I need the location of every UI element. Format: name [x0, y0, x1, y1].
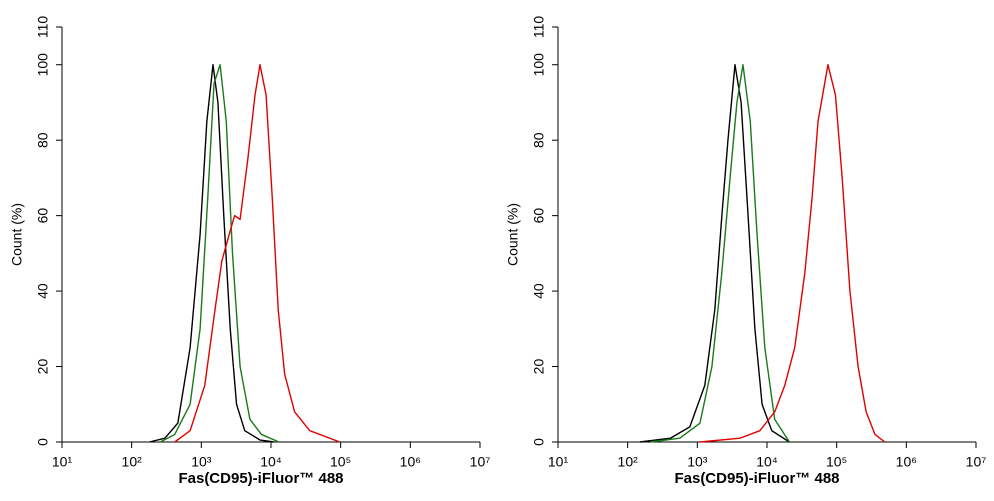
x-axis-label: Fas(CD95)-iFluor™ 488 — [178, 470, 343, 487]
y-tick-label: 0 — [531, 438, 547, 446]
x-tick-label: 10⁷ — [470, 454, 491, 470]
x-tick-label: 10⁴ — [260, 454, 282, 470]
x-tick-label: 10⁶ — [896, 454, 917, 470]
x-axis-label: Fas(CD95)-iFluor™ 488 — [674, 470, 839, 487]
histogram-line — [149, 64, 274, 443]
y-tick-label: 60 — [531, 208, 547, 224]
histogram-line — [650, 64, 791, 443]
histogram-line — [639, 64, 790, 443]
x-tick-label: 10³ — [191, 454, 212, 470]
y-tick-label: 60 — [35, 208, 51, 224]
x-tick-label: 10³ — [687, 454, 708, 470]
y-tick-label: 0 — [35, 438, 51, 446]
x-tick-label: 10⁴ — [756, 454, 778, 470]
x-tick-label: 10² — [618, 454, 639, 470]
x-tick-label: 10⁵ — [330, 454, 351, 470]
histogram-line — [159, 64, 280, 443]
y-tick-label: 40 — [531, 283, 547, 299]
y-axis-label: Count (%) — [9, 203, 25, 266]
y-tick-label: 20 — [531, 359, 547, 375]
x-tick-label: 10¹ — [52, 454, 73, 470]
y-tick-label: 100 — [531, 53, 547, 77]
y-tick-label: 40 — [35, 283, 51, 299]
x-tick-label: 10⁷ — [966, 454, 987, 470]
y-tick-label: 100 — [35, 53, 51, 77]
histogram-line — [174, 64, 340, 443]
x-tick-label: 10² — [122, 454, 143, 470]
x-tick-label: 10⁵ — [826, 454, 847, 470]
y-tick-label: 20 — [35, 359, 51, 375]
y-tick-label: 80 — [531, 132, 547, 148]
y-tick-label: 80 — [35, 132, 51, 148]
y-tick-label: 110 — [531, 16, 547, 39]
histogram-line — [699, 64, 886, 443]
x-tick-label: 10¹ — [548, 454, 569, 470]
x-tick-label: 10⁶ — [400, 454, 421, 470]
y-tick-label: 110 — [35, 16, 51, 39]
y-axis-label: Count (%) — [505, 203, 521, 266]
